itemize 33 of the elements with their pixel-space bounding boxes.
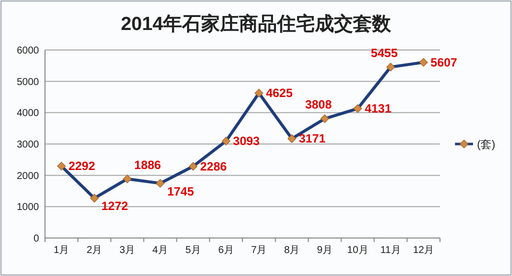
x-tick-label: 10月 — [347, 245, 368, 256]
data-label: 2292 — [68, 159, 96, 174]
y-tick-label: 2000 — [16, 170, 40, 182]
y-tick-label: 3000 — [16, 140, 40, 150]
y-tick-label: 0 — [33, 234, 40, 244]
y-tick-label: 4000 — [16, 108, 40, 120]
data-label: 1272 — [101, 199, 128, 214]
data-label: 1745 — [167, 184, 194, 198]
data-label: 1886 — [134, 158, 162, 172]
x-tick-label: 3月 — [120, 245, 136, 256]
y-tick-label: 6000 — [16, 46, 40, 56]
x-tick-label: 9月 — [317, 245, 333, 256]
y-tick-label: 1000 — [16, 202, 40, 214]
data-label: 3093 — [233, 134, 260, 148]
data-label: 2286 — [200, 159, 228, 174]
x-tick-label: 12月 — [412, 245, 434, 256]
data-label: 3808 — [305, 98, 332, 112]
x-tick-label: 1月 — [54, 245, 70, 256]
legend-label: (套) — [477, 139, 496, 151]
data-label: 3171 — [298, 132, 326, 146]
y-tick-label: 5000 — [16, 76, 40, 88]
x-tick-label: 7月 — [251, 245, 267, 256]
x-tick-label: 11月 — [380, 245, 401, 256]
data-label: 5607 — [430, 55, 458, 70]
x-tick-label: 5月 — [185, 245, 201, 256]
data-label: 4131 — [364, 102, 392, 116]
chart-title: 2014年石家庄商品住宅成交套数 — [120, 13, 392, 35]
data-label: 5455 — [370, 46, 398, 60]
x-tick-label: 8月 — [284, 245, 300, 256]
x-tick-label: 6月 — [218, 245, 234, 256]
x-tick-label: 4月 — [152, 245, 168, 256]
data-label: 4625 — [266, 86, 293, 100]
x-tick-label: 2月 — [86, 245, 102, 256]
